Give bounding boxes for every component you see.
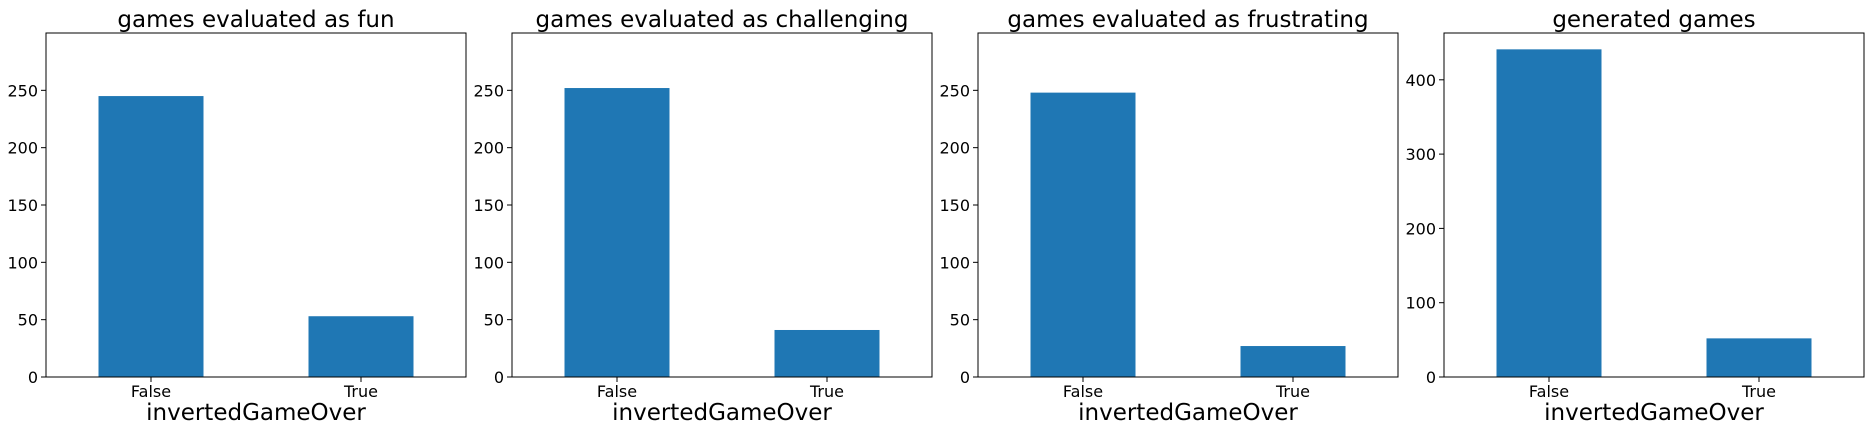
y-axis: 0 50 100 150 200 250	[7, 81, 46, 387]
x-tick-label: False	[131, 382, 171, 401]
bar-false	[99, 96, 204, 377]
bar-true	[1707, 338, 1812, 377]
y-tick-label: 400	[1405, 71, 1436, 90]
x-axis-label: invertedGameOver	[1544, 400, 1764, 426]
x-axis: False True	[1529, 377, 1776, 401]
y-tick-label: 150	[473, 196, 504, 215]
y-tick-label: 0	[960, 368, 970, 387]
x-tick-label: False	[1063, 382, 1103, 401]
chart-title: generated games	[1552, 7, 1755, 33]
y-tick-label: 0	[1426, 368, 1436, 387]
x-tick-label: False	[1529, 382, 1569, 401]
x-axis-label: invertedGameOver	[1078, 400, 1298, 426]
y-axis: 0 100 200 300 400	[1405, 71, 1444, 387]
y-tick-label: 50	[18, 311, 38, 330]
y-tick-label: 0	[28, 368, 38, 387]
x-axis: False True	[597, 377, 844, 401]
bars	[99, 96, 414, 377]
bar-true	[1241, 346, 1346, 377]
bar-false	[1497, 49, 1602, 377]
x-axis: False True	[1063, 377, 1310, 401]
chart-title: games evaluated as frustrating	[1007, 7, 1368, 33]
y-tick-label: 250	[7, 81, 38, 100]
x-tick-label: False	[597, 382, 637, 401]
y-tick-label: 200	[1405, 219, 1436, 238]
y-tick-label: 250	[473, 81, 504, 100]
x-tick-label: True	[809, 382, 844, 401]
y-tick-label: 200	[7, 139, 38, 158]
y-tick-label: 250	[939, 81, 970, 100]
y-tick-label: 50	[950, 311, 970, 330]
bar-true	[309, 316, 414, 377]
x-tick-label: True	[1741, 382, 1776, 401]
x-tick-label: True	[343, 382, 378, 401]
subplot-fun: games evaluated as fun 0 50 100 150 200 250 F…	[7, 7, 466, 426]
y-tick-label: 100	[939, 253, 970, 272]
bar-false	[565, 88, 670, 377]
y-tick-label: 300	[1405, 145, 1436, 164]
subplot-challenging: games evaluated as challenging 0 50 100 150…	[473, 7, 932, 426]
y-axis: 0 50 100 150 200 250	[473, 81, 512, 387]
y-tick-label: 50	[484, 311, 504, 330]
bars	[1497, 49, 1812, 377]
bars	[1031, 93, 1346, 377]
x-axis-label: invertedGameOver	[146, 400, 366, 426]
x-axis: False True	[131, 377, 378, 401]
subplot-frustrating: games evaluated as frustrating 0 50 100 150…	[939, 7, 1398, 426]
chart-title: games evaluated as challenging	[536, 7, 909, 33]
y-tick-label: 150	[7, 196, 38, 215]
bar-false	[1031, 93, 1136, 377]
y-tick-label: 100	[7, 253, 38, 272]
bars	[565, 88, 880, 377]
y-tick-label: 150	[939, 196, 970, 215]
chart-title: games evaluated as fun	[117, 7, 394, 33]
y-tick-label: 100	[1405, 294, 1436, 313]
y-tick-label: 200	[939, 139, 970, 158]
y-tick-label: 200	[473, 139, 504, 158]
bar-true	[775, 330, 880, 377]
y-tick-label: 0	[494, 368, 504, 387]
y-tick-label: 100	[473, 253, 504, 272]
x-axis-label: invertedGameOver	[612, 400, 832, 426]
x-tick-label: True	[1275, 382, 1310, 401]
y-axis: 0 50 100 150 200 250	[939, 81, 978, 387]
